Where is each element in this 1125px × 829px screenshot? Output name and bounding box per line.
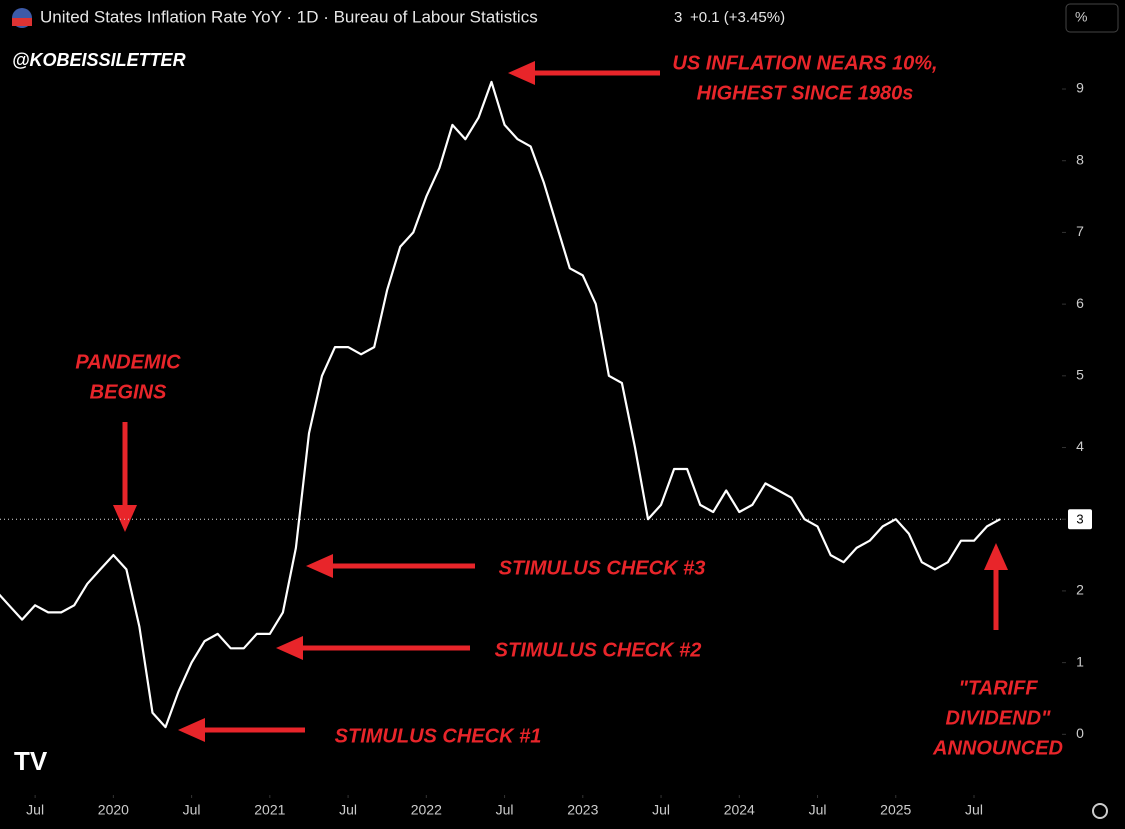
arrow-head [306,554,333,578]
logo: TV [14,746,48,776]
annotation: ANNOUNCED [932,737,1063,759]
annotation: US INFLATION NEARS 10%, [672,52,937,74]
chart-title: United States Inflation Rate YoY · 1D · … [40,7,538,26]
x-tick-label: Jul [965,802,983,818]
x-tick-label: Jul [496,802,514,818]
unit-box [1065,3,1119,33]
annotation: STIMULUS CHECK #2 [495,639,702,661]
last-value-box [1068,509,1092,530]
arrow-head [508,61,535,85]
annotation: BEGINS [90,381,167,403]
arrow-head [984,543,1008,570]
y-tick-label: 6 [1076,295,1084,311]
y-tick-label: 8 [1076,151,1084,167]
arrow-head [178,718,205,742]
data-line [0,80,1001,729]
y-tick-label: 0 [1076,725,1084,741]
settings-icon[interactable] [1092,803,1108,819]
annotation: HIGHEST SINCE 1980s [697,82,914,104]
watermark: @KOBEISSILETTER [12,50,186,70]
y-tick-label: 4 [1076,438,1084,454]
arrow-head [113,505,137,532]
change: +0.1 (+3.45%) [690,9,785,26]
y-tick-label: 2 [1076,582,1084,598]
x-tick-label: 2022 [411,802,442,818]
last-value: 3 [674,9,682,26]
x-tick-label: Jul [809,802,827,818]
unit: % [1075,9,1087,25]
x-tick-label: Jul [183,802,201,818]
last-value-label: 3 [1076,512,1083,527]
y-tick-label: 9 [1076,80,1084,96]
annotation: STIMULUS CHECK #1 [335,725,542,747]
annotation: STIMULUS CHECK #3 [499,557,706,579]
flag-stripe [12,18,32,26]
annotation: "TARIFF [958,677,1038,699]
x-tick-label: Jul [26,802,44,818]
x-tick-label: Jul [652,802,670,818]
x-tick-label: Jul [339,802,357,818]
y-tick-label: 5 [1076,367,1084,383]
x-tick-label: 2025 [880,802,911,818]
arrow-head [276,636,303,660]
annotation: DIVIDEND" [945,707,1051,729]
x-tick-label: 2023 [567,802,598,818]
x-tick-label: 2024 [724,802,755,818]
y-tick-label: 1 [1076,653,1084,669]
annotation: PANDEMIC [75,351,181,373]
x-tick-label: 2020 [98,802,129,818]
y-tick-label: 7 [1076,223,1084,239]
x-tick-label: 2021 [254,802,285,818]
